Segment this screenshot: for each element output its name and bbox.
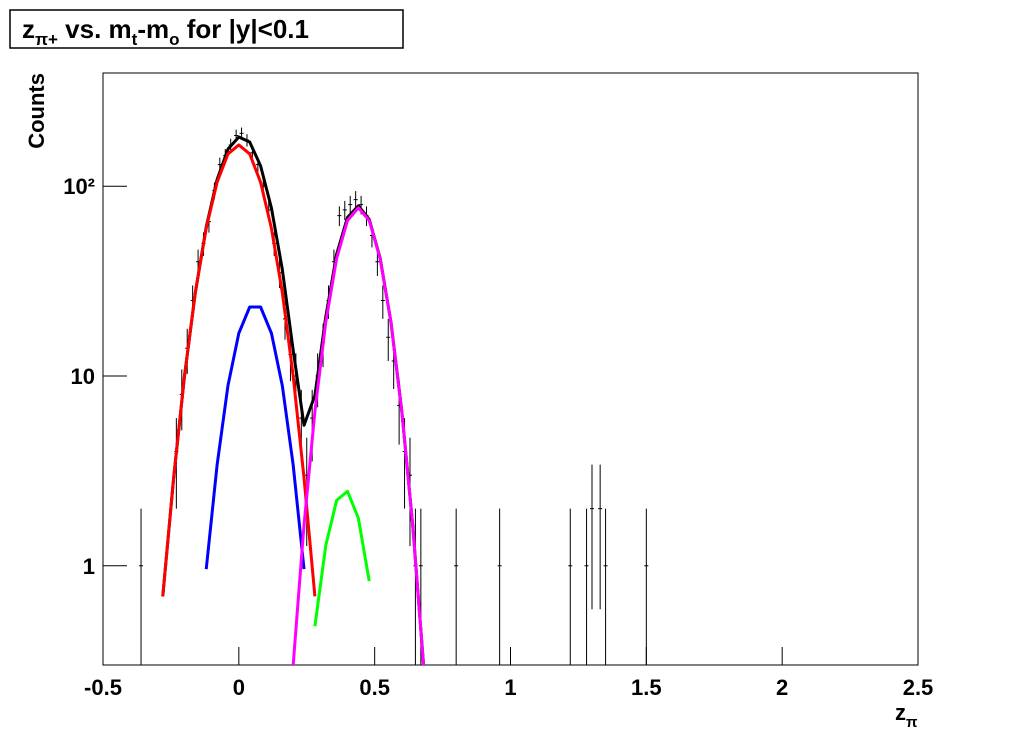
subscript: π — [906, 714, 918, 731]
subscript: t — [132, 30, 138, 49]
fit-curve — [291, 206, 426, 666]
x-tick-label: 0.5 — [359, 675, 390, 700]
text-part: vs. m — [58, 14, 132, 44]
y-tick-label: 1 — [83, 554, 95, 579]
text-part: z — [895, 700, 906, 725]
x-axis-label: zπ — [895, 700, 918, 731]
y-tick-label: 10² — [63, 174, 95, 199]
fit-curve — [204, 305, 306, 570]
text-part: z — [22, 14, 35, 44]
subscript: π+ — [35, 30, 58, 49]
x-tick-label: 1.5 — [631, 675, 662, 700]
subscript: o — [169, 30, 179, 49]
x-tick-label: 2.5 — [903, 675, 934, 700]
text-part: -m — [137, 14, 169, 44]
fit-curve — [313, 489, 371, 627]
x-tick-label: 1 — [504, 675, 516, 700]
chart-title: zπ+ vs. mt-mo for |y|<0.1 — [22, 14, 309, 49]
x-tick-label: -0.5 — [84, 675, 122, 700]
x-tick-label: 2 — [776, 675, 788, 700]
y-axis-label: Counts — [24, 73, 49, 149]
y-tick-label: 10 — [71, 364, 95, 389]
text-part: for |y|<0.1 — [180, 14, 309, 44]
fit-curve — [161, 143, 317, 597]
title-box — [9, 9, 404, 49]
x-tick-label: 0 — [233, 675, 245, 700]
